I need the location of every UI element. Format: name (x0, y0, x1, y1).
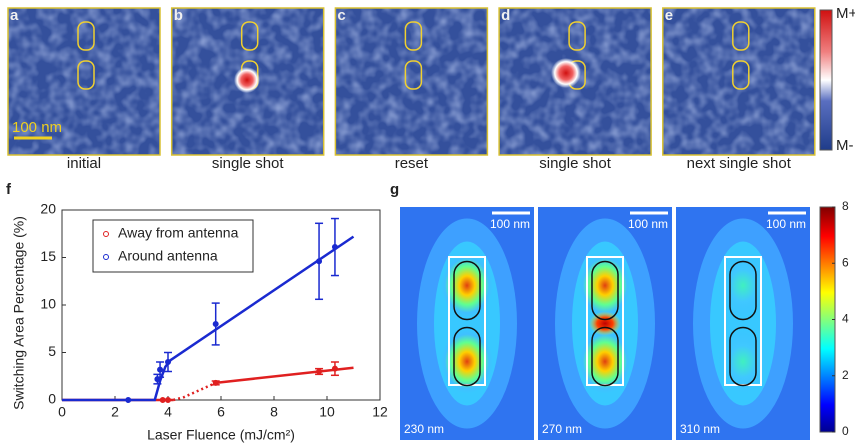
panel-letter: d (501, 7, 510, 24)
colorbar-min: M- (836, 137, 854, 154)
legend-marker (103, 231, 109, 237)
point (316, 258, 323, 265)
maps: 100 nm 230 nm 100 nm 270 nm 100 nm 310 nm 0 2 4 6… (400, 199, 849, 440)
point (331, 365, 338, 372)
point (159, 397, 166, 403)
x-tick-label: 0 (58, 404, 66, 420)
colorbar-tick-label: 2 (842, 368, 849, 382)
antenna-outline (77, 21, 95, 51)
antenna-outline (404, 60, 423, 90)
y-tick-label: 15 (40, 248, 56, 264)
caption: next single shot (687, 155, 792, 172)
scale-bar-label: 100 nm (12, 119, 62, 136)
point (212, 321, 219, 327)
hotspot (551, 58, 581, 88)
point (331, 244, 338, 251)
colorbar-tick-label: 8 (842, 199, 849, 213)
x-tick-label: 6 (217, 404, 225, 420)
point (165, 359, 171, 365)
x-axis-label: Laser Fluence (mJ/cm²) (147, 427, 295, 443)
point (316, 368, 323, 375)
x-tick-label: 2 (111, 404, 119, 420)
y-tick-label: 5 (48, 343, 56, 359)
x-tick-label: 10 (319, 404, 335, 420)
colorbar-tick-label: 6 (842, 255, 849, 269)
panel-letter: c (337, 7, 345, 24)
colorbar-tick-label: 0 (842, 424, 849, 438)
map-label: 270 nm (542, 422, 582, 436)
fit-line (215, 366, 354, 385)
antenna-outline (732, 21, 750, 51)
hotspots: 100 nm M+ M- (12, 5, 855, 154)
x-tick-label: 4 (164, 404, 172, 420)
caption: single shot (539, 155, 612, 172)
legend-marker (103, 254, 109, 260)
top-panels: a initial b single shot c reset d single shot e n… (7, 7, 816, 172)
fit-line-dotted (172, 381, 217, 402)
image-frame (170, 7, 325, 156)
x-tick-label: 12 (372, 404, 388, 420)
legend-box (92, 219, 254, 273)
legend-label: Around antenna (118, 248, 218, 264)
colorbar (819, 9, 833, 151)
antenna-outline (77, 60, 95, 90)
panel-letter: g (390, 181, 399, 198)
hotspot (234, 67, 260, 93)
image-noise (662, 8, 815, 155)
chart: 0 2 4 6 8 10 12 0 5 10 15 20 Laser Fluence (mJ/cm²) S… (11, 201, 388, 443)
caption: initial (67, 155, 101, 172)
colorbar-tick-label: 4 (842, 312, 849, 326)
antenna-outline (591, 326, 619, 387)
scale-bar-label: 100 nm (766, 217, 806, 231)
antenna-outline (453, 260, 481, 321)
caption: single shot (212, 155, 285, 172)
scale-bar-label: 100 nm (490, 217, 530, 231)
y-axis-label: Switching Area Percentage (%) (11, 216, 27, 410)
field-gap (589, 311, 621, 336)
point (157, 366, 164, 373)
image-frame (662, 7, 816, 156)
panel-letter: b (174, 7, 183, 24)
map-label: 230 nm (404, 422, 444, 436)
antenna-outline (729, 260, 757, 321)
antenna-outline (568, 21, 586, 51)
point (212, 379, 219, 386)
antenna-outline (732, 60, 750, 90)
image-noise (8, 8, 160, 155)
fit-line (62, 235, 355, 402)
antenna-outline (453, 326, 481, 387)
y-tick-label: 0 (48, 391, 56, 407)
panel-letter: f (6, 181, 12, 198)
panel-letter: e (665, 7, 673, 24)
image-frame (7, 7, 161, 156)
image-noise (335, 8, 488, 155)
antenna-outline (240, 21, 259, 51)
colorbar-max: M+ (836, 5, 855, 22)
image-frame (498, 7, 652, 156)
x-tick-label: 8 (270, 404, 278, 420)
y-tick-label: 10 (40, 296, 56, 312)
antenna-outline (591, 260, 619, 321)
image-frame (334, 7, 489, 156)
antenna-outline (404, 21, 423, 51)
scale-bar-label: 100 nm (628, 217, 668, 231)
point (125, 397, 132, 403)
point (165, 397, 171, 403)
legend-label: Away from antenna (118, 225, 239, 241)
map-label: 310 nm (680, 422, 720, 436)
y-tick-label: 20 (40, 201, 56, 217)
panel-letter: a (10, 7, 19, 24)
caption: reset (395, 155, 429, 172)
antenna-outline (729, 326, 757, 387)
